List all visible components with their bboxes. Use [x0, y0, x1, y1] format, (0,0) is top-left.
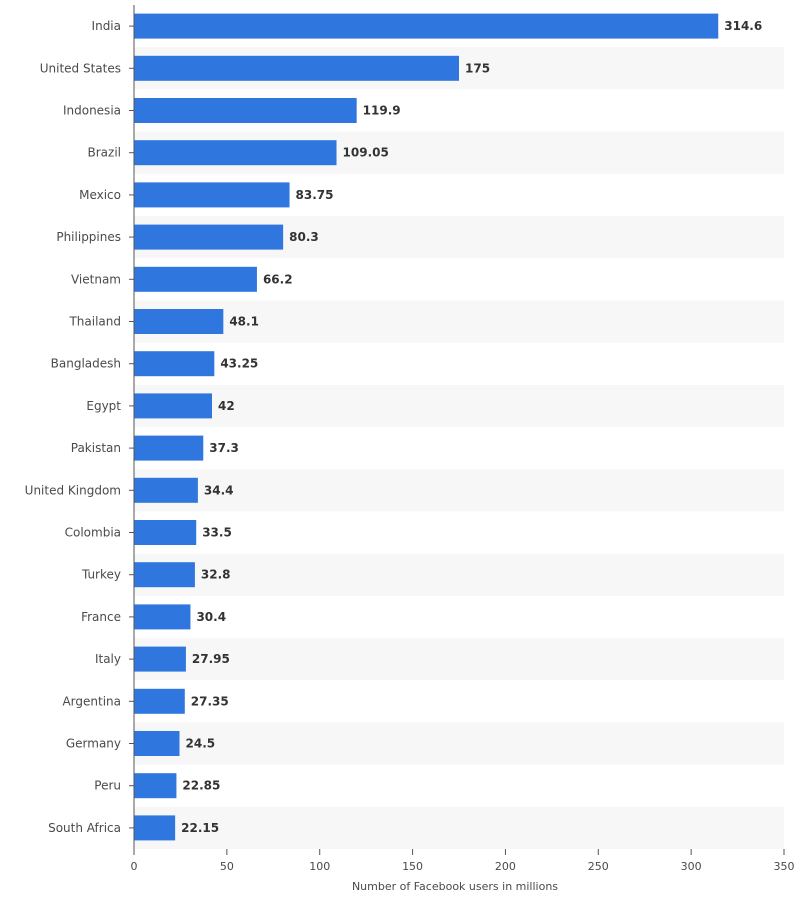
row-stripes [134, 47, 784, 849]
x-tick-label: 50 [220, 860, 234, 873]
category-label: Egypt [86, 399, 121, 413]
category-label: India [92, 19, 121, 33]
bar-united-states[interactable] [134, 55, 459, 81]
value-label: 66.2 [263, 272, 293, 286]
row-stripe [134, 722, 784, 765]
axes [129, 5, 785, 855]
value-label: 80.3 [289, 230, 319, 244]
category-label: Italy [95, 652, 121, 666]
bar-vietnam[interactable] [134, 266, 257, 292]
x-tick-label: 300 [681, 860, 702, 873]
value-label: 42 [218, 399, 235, 413]
value-label: 22.85 [182, 779, 220, 793]
category-label: United States [40, 61, 121, 75]
category-label: Pakistan [71, 441, 121, 455]
value-label: 27.95 [192, 652, 230, 666]
value-label: 32.8 [201, 568, 231, 582]
category-label: Mexico [79, 188, 121, 202]
bar-pakistan[interactable] [134, 435, 204, 461]
bar-mexico[interactable] [134, 182, 290, 208]
value-label: 109.05 [343, 146, 389, 160]
bar-colombia[interactable] [134, 520, 197, 545]
category-label: France [81, 610, 121, 624]
bar-south-africa[interactable] [134, 815, 176, 841]
bar-argentina[interactable] [134, 688, 185, 714]
category-label: Bangladesh [51, 357, 121, 371]
bar-indonesia[interactable] [134, 98, 357, 123]
value-label: 22.15 [181, 821, 219, 835]
value-label: 34.4 [204, 483, 234, 497]
row-stripe [134, 469, 784, 512]
row-stripe [134, 384, 784, 427]
x-tick-label: 200 [495, 860, 516, 873]
category-label: Turkey [81, 568, 121, 582]
bar-turkey[interactable] [134, 562, 195, 588]
category-label: United Kingdom [25, 483, 121, 497]
bar-germany[interactable] [134, 731, 180, 756]
value-label: 119.9 [363, 104, 401, 118]
category-label: Thailand [68, 315, 121, 329]
category-label: Philippines [56, 230, 121, 244]
category-label: South Africa [48, 821, 121, 835]
x-tick-label: 0 [131, 860, 138, 873]
category-label: Argentina [62, 694, 121, 708]
x-tick-label: 250 [588, 860, 609, 873]
row-stripe [134, 553, 784, 596]
value-label: 314.6 [724, 19, 762, 33]
value-label: 37.3 [209, 441, 239, 455]
bar-united-kingdom[interactable] [134, 477, 198, 503]
bar-thailand[interactable] [134, 309, 224, 334]
x-tick-label: 100 [309, 860, 330, 873]
value-label: 33.5 [202, 526, 232, 540]
value-label: 48.1 [229, 315, 259, 329]
bar-france[interactable] [134, 604, 191, 630]
bar-bangladesh[interactable] [134, 351, 215, 377]
row-stripe [134, 806, 784, 849]
bar-egypt[interactable] [134, 393, 212, 419]
category-label: Germany [66, 737, 121, 751]
value-label: 24.5 [186, 737, 216, 751]
category-label: Indonesia [63, 104, 121, 118]
bar-italy[interactable] [134, 646, 186, 672]
bar-peru[interactable] [134, 773, 177, 799]
row-stripe [134, 638, 784, 681]
labels: India 314.6 United States 175 Indonesia 119.9… [25, 19, 795, 893]
value-label: 83.75 [296, 188, 334, 202]
value-label: 27.35 [191, 694, 229, 708]
value-label: 43.25 [220, 357, 258, 371]
category-label: Colombia [65, 526, 121, 540]
category-label: Peru [94, 779, 121, 793]
category-label: Vietnam [71, 272, 121, 286]
category-label: Brazil [88, 146, 122, 160]
bars [134, 13, 719, 841]
value-label: 175 [465, 61, 490, 75]
x-axis-title: Number of Facebook users in millions [352, 880, 558, 893]
x-tick-label: 350 [774, 860, 795, 873]
row-stripe [134, 300, 784, 343]
bar-philippines[interactable] [134, 224, 284, 250]
bar-brazil[interactable] [134, 140, 337, 166]
bar-india[interactable] [134, 13, 719, 39]
x-tick-label: 150 [402, 860, 423, 873]
value-label: 30.4 [196, 610, 226, 624]
